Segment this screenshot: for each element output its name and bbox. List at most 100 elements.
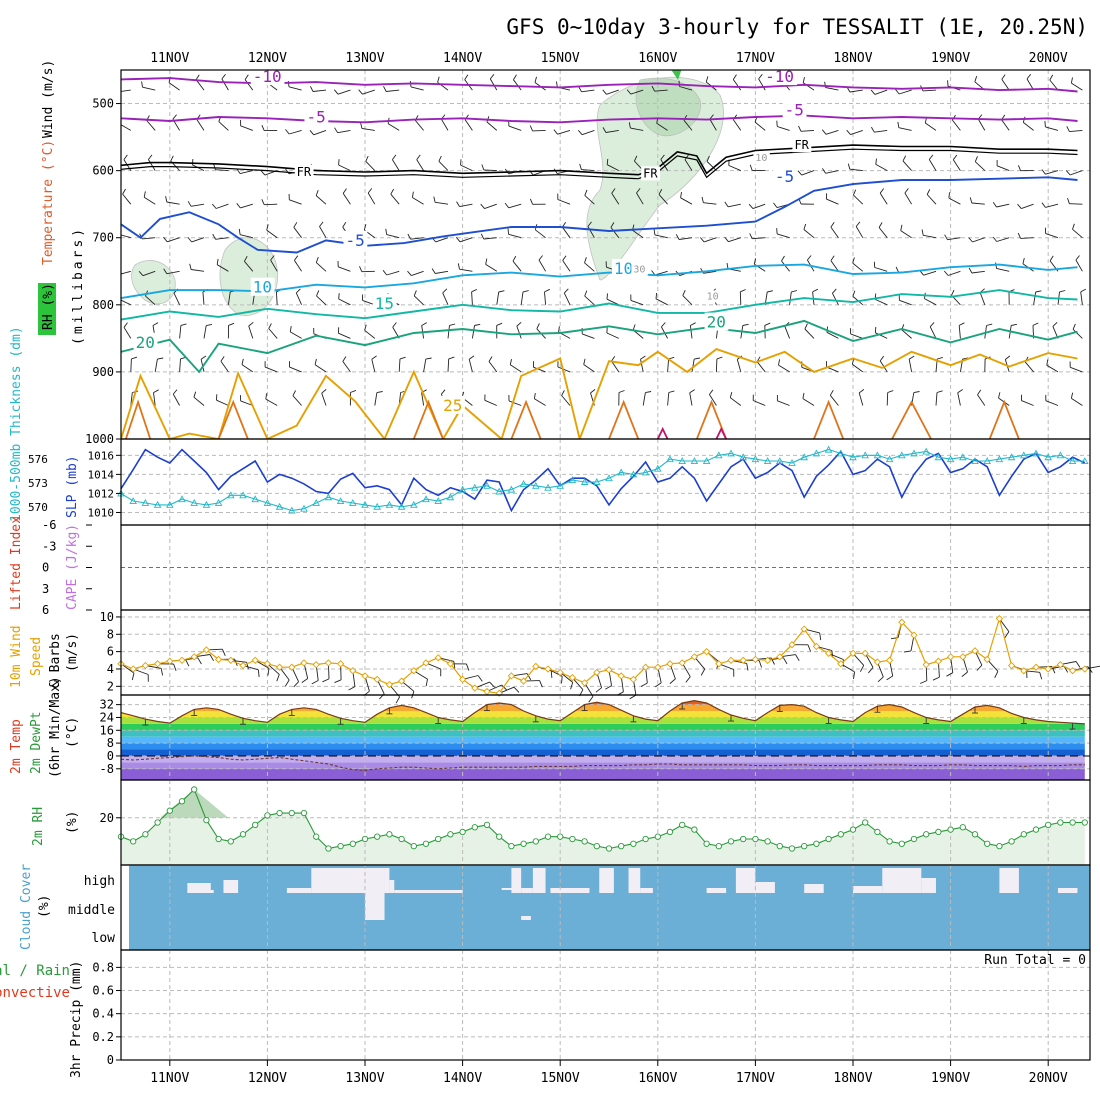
- thickness-marker: [202, 500, 211, 508]
- thickness-marker: [544, 483, 552, 491]
- upper-wind-barb: [484, 203, 497, 210]
- rh2m-marker: [532, 838, 539, 845]
- upper-wind-barb: [464, 119, 473, 131]
- upper-wind-barb: [957, 392, 961, 406]
- temperature-contour-15: [121, 289, 1078, 321]
- upper-wind-barb: [996, 267, 1010, 272]
- upper-wind-barb-flag: [611, 356, 616, 362]
- upper-wind-barb-flag: [773, 202, 778, 208]
- contour-label: -5: [785, 101, 804, 120]
- wind10m-barb-flag: [1039, 672, 1043, 680]
- upper-wind-barb: [929, 326, 937, 339]
- wind10m-barb-flag: [501, 684, 508, 691]
- upper-wind-barb-flag: [904, 188, 909, 194]
- wind10m-speed-marker: [959, 653, 967, 661]
- upper-wind-barb: [904, 192, 912, 205]
- upper-wind-barb: [971, 270, 985, 274]
- upper-wind-barb-flag: [871, 126, 875, 133]
- wind10m-barb-flag: [209, 654, 214, 662]
- upper-wind-barb-flag: [449, 323, 456, 326]
- rh2m-marker: [971, 831, 979, 838]
- contour-label: -5: [306, 107, 325, 126]
- upper-wind-barb: [1026, 78, 1034, 91]
- upper-wind-barb: [756, 361, 766, 373]
- thickness-marker: [214, 499, 223, 506]
- upper-wind-barb-flag: [895, 266, 900, 273]
- pressure-tick-label: 600: [92, 164, 114, 178]
- upper-wind-barb: [438, 160, 449, 171]
- upper-wind-barb: [830, 260, 839, 272]
- upper-wind-barb: [680, 197, 693, 205]
- upper-wind-barb-flag: [563, 288, 569, 294]
- upper-wind-barb-flag: [241, 358, 244, 365]
- upper-wind-barb-flag: [846, 129, 851, 135]
- upper-wind-barb-flag: [433, 196, 436, 203]
- upper-wind-barb: [829, 395, 839, 406]
- temp2m-tick-label: 32: [100, 698, 114, 712]
- wind10m-tick-label: 6: [107, 645, 114, 659]
- temp2m-tick-label: 16: [100, 723, 114, 737]
- contour-label: FR: [643, 166, 658, 180]
- wind10m-barb-flag: [257, 669, 260, 678]
- upper-wind-barb: [996, 203, 1010, 208]
- rh2m-marker: [557, 833, 564, 840]
- wind10m-barb-flag: [807, 644, 812, 652]
- upper-wind-barb-flag: [440, 389, 446, 395]
- upper-wind-barb-flag: [220, 356, 225, 362]
- wind10m-speed-marker: [385, 680, 394, 689]
- upper-wind-barb: [879, 192, 888, 205]
- upper-wind-barb-flag: [385, 228, 388, 235]
- cloud-block: [189, 890, 214, 893]
- upper-wind-barb: [447, 358, 450, 372]
- wind10m-speed-marker: [471, 684, 479, 692]
- contour-label: -10: [765, 67, 794, 86]
- upper-wind-barb-flag: [732, 74, 737, 80]
- upper-wind-barb-flag: [172, 389, 178, 395]
- hot-lobe-line: [608, 399, 640, 439]
- upper-wind-barb-flag: [1075, 255, 1080, 261]
- upper-wind-barb: [264, 366, 278, 373]
- upper-wind-barb-flag: [830, 221, 835, 228]
- upper-wind-barb: [338, 266, 351, 272]
- cloud-level-label-high: high: [84, 874, 115, 889]
- upper-wind-barb-flag: [611, 188, 616, 194]
- rh2m-marker: [398, 835, 405, 843]
- upper-wind-barb-flag: [480, 233, 485, 240]
- upper-wind-barb-flag: [709, 389, 714, 395]
- upper-wind-barb-flag: [951, 289, 955, 296]
- rh2m-marker: [1032, 826, 1040, 833]
- top-date-label: 16NOV: [638, 51, 677, 66]
- thickness-marker: [361, 500, 369, 508]
- upper-wind-barb-flag: [411, 191, 414, 198]
- thickness-marker: [288, 506, 296, 514]
- rh2m-marker: [276, 809, 283, 817]
- upper-wind-barb: [123, 327, 132, 339]
- upper-wind-barb: [485, 264, 498, 272]
- upper-wind-barb: [703, 202, 717, 205]
- wind10m-speed-marker: [654, 663, 662, 671]
- upper-wind-barb-flag: [315, 189, 319, 196]
- top-date-label: 17NOV: [736, 51, 775, 66]
- upper-wind-barb: [338, 332, 351, 339]
- upper-wind-barb: [667, 358, 670, 372]
- upper-wind-barb-flag: [1070, 392, 1074, 399]
- rh2m-marker: [544, 833, 552, 840]
- upper-wind-barb-flag: [474, 323, 481, 326]
- rh2m-marker: [483, 821, 491, 829]
- wind10m-speed-marker: [837, 660, 845, 668]
- upper-wind-barb: [753, 400, 766, 406]
- wind10m-barb: [559, 672, 573, 683]
- wind10m-speed-marker: [227, 656, 235, 664]
- wind10m-barb-flag: [932, 676, 940, 681]
- wind10m-barb-flag: [595, 687, 602, 693]
- contour-label-bg: [704, 312, 729, 331]
- temperature-contour--5: [121, 114, 1078, 124]
- upper-wind-barb-flag: [382, 270, 388, 276]
- contour-label: 15: [375, 294, 394, 313]
- rh2m-marker: [788, 845, 796, 852]
- cloud-level-label-low: low: [92, 931, 116, 946]
- lifted-index-tick-label: -3: [42, 539, 56, 553]
- upper-wind-barb-flag: [480, 203, 485, 209]
- upper-wind-barb-flag: [285, 129, 290, 135]
